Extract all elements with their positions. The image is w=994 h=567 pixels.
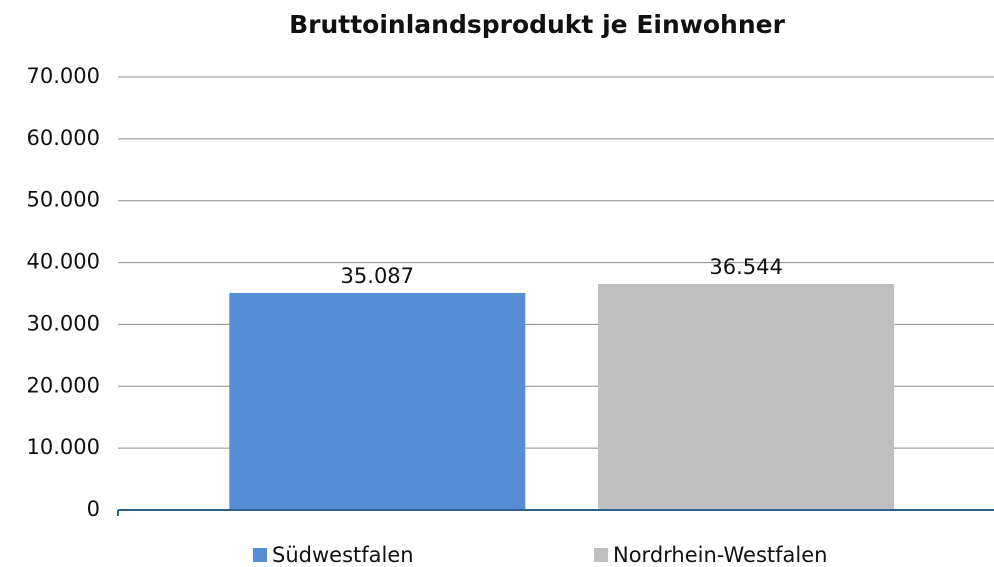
legend-swatch [253,548,267,562]
value-label: 36.544 [709,255,782,279]
y-tick-label: 20.000 [27,373,100,397]
bar [598,283,895,510]
y-tick-label: 40.000 [27,250,100,274]
chart-title: Bruttoinlandsprodukt je Einwohner [289,10,786,39]
bar [229,292,526,510]
legend-label: Südwestfalen [272,543,414,567]
y-tick-label: 70.000 [27,64,100,88]
legend-swatch [594,548,608,562]
value-label: 35.087 [341,264,414,288]
y-tick-label: 50.000 [27,188,100,212]
y-tick-label: 0 [87,497,100,521]
y-tick-label: 60.000 [27,126,100,150]
y-tick-label: 10.000 [27,435,100,459]
y-tick-label: 30.000 [27,311,100,335]
legend-label: Nordrhein-Westfalen [613,543,827,567]
